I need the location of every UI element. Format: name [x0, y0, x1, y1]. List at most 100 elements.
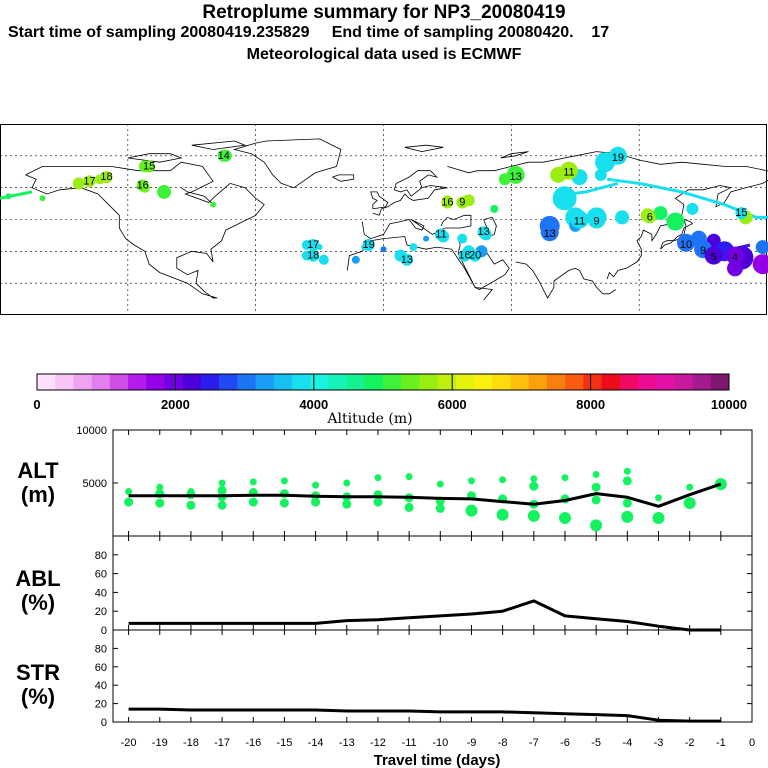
- y-tick-label: 20: [95, 606, 107, 618]
- colorbar-swatch: [200, 374, 220, 390]
- plume-day-label: 11: [574, 216, 585, 228]
- series-line: [128, 599, 721, 632]
- plume-centroid: [307, 249, 320, 262]
- plume-centroid: [477, 226, 490, 239]
- plume-day-label: 9: [700, 245, 706, 257]
- altitude-cluster-point: [529, 481, 539, 491]
- plume-centroid: [83, 175, 96, 188]
- panel-label: ALT: [17, 458, 59, 483]
- colorbar-swatch: [91, 374, 111, 390]
- plume-day-label: 18: [307, 250, 319, 262]
- coastline: [332, 174, 355, 182]
- altitude-cluster-point: [592, 471, 600, 478]
- colorbar-swatch: [346, 374, 366, 390]
- colorbar-tick-label: 8000: [576, 397, 605, 412]
- altitude-cluster-point: [280, 477, 288, 485]
- plume-centroid: [441, 196, 454, 209]
- altitude-cluster-point: [435, 503, 445, 513]
- x-tick-label: -13: [339, 737, 355, 749]
- y-tick-label: 0: [101, 717, 107, 729]
- coastline: [361, 214, 472, 240]
- panel-alt: [112, 429, 753, 537]
- y-tick-label: 0: [101, 625, 107, 637]
- plume-blob: [457, 233, 468, 244]
- altitude-cluster-point: [186, 500, 196, 510]
- plume-day-label: 18: [100, 171, 112, 183]
- colorbar-swatch: [401, 374, 420, 390]
- plume-track: [0, 190, 33, 200]
- x-tick-label: -3: [654, 737, 664, 749]
- plume-centroid: [136, 179, 149, 192]
- series-line: [128, 482, 722, 508]
- plume-blob: [686, 202, 699, 215]
- x-tick-label: -2: [685, 737, 695, 749]
- plume-day-label: 9: [459, 197, 465, 209]
- plume-day-label: 10: [680, 239, 692, 251]
- plume-centroid: [735, 207, 748, 220]
- y-tick-label: 80: [95, 550, 107, 562]
- altitude-cluster-point: [590, 519, 603, 532]
- plume-centroid: [540, 223, 559, 242]
- coastline: [500, 151, 529, 159]
- plume-centroid: [677, 233, 695, 252]
- altitude-cluster-point: [591, 482, 601, 492]
- plume-day-label: 17: [83, 175, 95, 187]
- plume-day-label: 13: [509, 171, 521, 183]
- colorbar-swatch: [419, 374, 439, 390]
- colorbar-tick-label: 10000: [711, 397, 747, 412]
- altitude-cluster-point: [373, 497, 383, 507]
- panel-str: [112, 629, 753, 723]
- plume-day-label: 15: [735, 207, 747, 219]
- plume-blob: [594, 168, 607, 181]
- colorbar-swatch: [182, 374, 202, 390]
- plume-day-label: 17: [307, 239, 319, 251]
- x-tick-label: -1: [716, 737, 726, 749]
- colorbar-swatch: [273, 374, 293, 390]
- altitude-cluster-point: [218, 479, 226, 487]
- altitude-cluster-point: [499, 476, 507, 484]
- colorbar-swatch: [146, 374, 165, 390]
- altitude-cluster-point: [404, 502, 414, 512]
- panel-frame: [112, 629, 753, 723]
- coastline: [660, 218, 694, 250]
- panel-label: STR: [16, 660, 60, 685]
- colorbar-swatch: [291, 374, 311, 390]
- altitude-cluster-point: [652, 512, 665, 524]
- plume-day-label: 4: [732, 252, 738, 264]
- plume-centroid: [400, 253, 413, 266]
- x-tick-label: -11: [402, 737, 417, 749]
- plume-centroid: [506, 165, 525, 184]
- plume-centroid: [435, 228, 447, 241]
- panel-abl: [112, 535, 753, 632]
- coastline: [180, 187, 214, 205]
- colorbar-swatch: [37, 374, 56, 390]
- coastline: [25, 161, 265, 299]
- plume-centroid: [307, 239, 320, 251]
- coastline: [404, 144, 444, 153]
- colorbar-swatch: [364, 374, 384, 390]
- coastline: [447, 151, 768, 280]
- colorbar-swatch: [710, 374, 730, 390]
- colorbar-swatch: [73, 374, 93, 390]
- panel-label: ABL: [15, 566, 60, 591]
- altitude-cluster-point: [530, 475, 538, 483]
- met-data-line: Meteorological data used is ECMWF: [246, 46, 522, 63]
- colorbar-swatch: [528, 374, 548, 390]
- y-tick-label: 80: [95, 643, 107, 655]
- altitude-cluster-point: [279, 498, 289, 508]
- plume-blob: [5, 193, 12, 200]
- plume-day-label: 9: [594, 216, 600, 228]
- altitude-cluster-point: [248, 497, 258, 507]
- plume-track: [607, 177, 768, 219]
- y-tick-label: 40: [95, 587, 107, 599]
- x-tick-label: -12: [370, 737, 386, 749]
- plume-blob: [72, 177, 85, 190]
- plume-day-label: 5: [711, 252, 717, 264]
- plume-day-label: 19: [612, 152, 624, 164]
- altitude-cluster-point: [468, 477, 475, 485]
- panel-unit: (%): [21, 590, 55, 615]
- altitude-cluster-point: [527, 509, 540, 522]
- coastline: [127, 153, 183, 163]
- panel-unit: (%): [21, 684, 55, 709]
